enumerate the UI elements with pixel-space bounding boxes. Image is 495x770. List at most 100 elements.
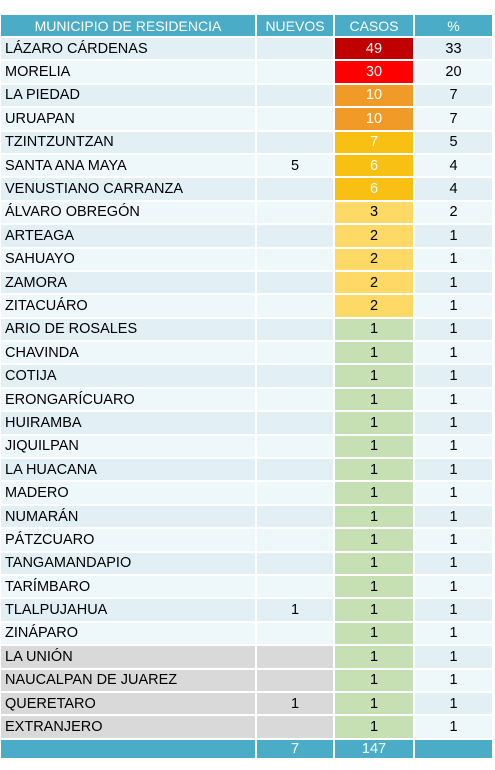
table-header: MUNICIPIO DE RESIDENCIA NUEVOS CASOS %: [1, 15, 494, 38]
municipio-cell: NAUCALPAN DE JUAREZ: [1, 668, 257, 693]
table-row: ZINÁPARO 1 1: [1, 621, 494, 647]
casos-cell: 2: [334, 294, 415, 319]
municipio-cell: QUERETARO: [1, 691, 257, 717]
casos-cell: 2: [334, 270, 415, 296]
table-row: LA UNIÓN 1 1: [1, 645, 494, 670]
cases-table: MUNICIPIO DE RESIDENCIA NUEVOS CASOS % L…: [1, 15, 494, 760]
casos-cell: 10: [334, 107, 415, 132]
casos-cell: 10: [334, 83, 415, 109]
pct-cell: 1: [414, 551, 494, 577]
municipio-cell: SANTA ANA MAYA: [1, 153, 257, 179]
municipio-cell: URUAPAN: [1, 107, 257, 132]
nuevos-cell: [256, 434, 335, 460]
municipio-cell: TARÍMBARO: [1, 574, 257, 600]
casos-cell: 6: [334, 153, 415, 179]
table-row: ÁLVARO OBREGÓN 3 2: [1, 200, 494, 226]
table-row: LÁZARO CÁRDENAS 49 33: [1, 37, 494, 62]
casos-cell: 1: [334, 434, 415, 460]
pct-cell: 1: [414, 364, 494, 389]
header-pct: %: [414, 15, 494, 38]
casos-cell: 1: [334, 528, 415, 553]
municipio-cell: TLALPUJAHUA: [1, 598, 257, 623]
pct-cell: 1: [414, 645, 494, 670]
municipio-cell: VENUSTIANO CARRANZA: [1, 177, 257, 202]
pct-cell: 1: [414, 621, 494, 647]
header-nuevos: NUEVOS: [256, 15, 335, 38]
casos-cell: 1: [334, 481, 415, 506]
table-row: EXTRANJERO 1 1: [1, 715, 494, 740]
casos-cell: 1: [334, 387, 415, 413]
pct-cell: 33: [414, 37, 494, 62]
municipio-cell: ZINÁPARO: [1, 621, 257, 647]
nuevos-cell: [256, 645, 335, 670]
municipio-cell: ERONGARÍCUARO: [1, 387, 257, 413]
table-row: COTIJA 1 1: [1, 364, 494, 389]
casos-cell: 1: [334, 504, 415, 530]
table-row: LA HUACANA 1 1: [1, 458, 494, 483]
pct-cell: 7: [414, 83, 494, 109]
nuevos-cell: [256, 715, 335, 740]
nuevos-cell: [256, 130, 335, 155]
table-row: MADERO 1 1: [1, 481, 494, 506]
municipio-cell: LÁZARO CÁRDENAS: [1, 37, 257, 62]
table-row: SAHUAYO 2 1: [1, 247, 494, 272]
table-row: MORELIA 30 20: [1, 60, 494, 85]
total-pct: [414, 738, 494, 760]
pct-cell: 5: [414, 130, 494, 155]
pct-cell: 20: [414, 60, 494, 85]
nuevos-cell: [256, 341, 335, 366]
total-casos: 147: [334, 738, 415, 760]
nuevos-cell: [256, 224, 335, 249]
casos-cell: 2: [334, 224, 415, 249]
table-row: TZINTZUNTZAN 7 5: [1, 130, 494, 155]
casos-cell: 1: [334, 691, 415, 717]
header-casos: CASOS: [334, 15, 415, 38]
nuevos-cell: [256, 411, 335, 436]
municipio-cell: ZAMORA: [1, 270, 257, 296]
casos-cell: 1: [334, 668, 415, 693]
nuevos-cell: [256, 200, 335, 226]
pct-cell: 1: [414, 458, 494, 483]
nuevos-cell: [256, 177, 335, 202]
municipio-cell: NUMARÁN: [1, 504, 257, 530]
municipio-cell: LA UNIÓN: [1, 645, 257, 670]
nuevos-cell: [256, 387, 335, 413]
nuevos-cell: [256, 317, 335, 343]
nuevos-cell: [256, 504, 335, 530]
pct-cell: 1: [414, 294, 494, 319]
pct-cell: 1: [414, 598, 494, 623]
municipio-cell: TZINTZUNTZAN: [1, 130, 257, 155]
nuevos-cell: [256, 551, 335, 577]
table-row: ZITACUÁRO 2 1: [1, 294, 494, 319]
casos-cell: 1: [334, 551, 415, 577]
municipio-cell: TANGAMANDAPIO: [1, 551, 257, 577]
municipio-cell: MADERO: [1, 481, 257, 506]
pct-cell: 7: [414, 107, 494, 132]
nuevos-cell: [256, 364, 335, 389]
nuevos-cell: [256, 668, 335, 693]
municipio-cell: JIQUILPAN: [1, 434, 257, 460]
pct-cell: 1: [414, 668, 494, 693]
nuevos-cell: 1: [256, 598, 335, 623]
table-row: NUMARÁN 1 1: [1, 504, 494, 530]
table-row: ERONGARÍCUARO 1 1: [1, 387, 494, 413]
nuevos-cell: [256, 37, 335, 62]
pct-cell: 1: [414, 715, 494, 740]
table-row: TANGAMANDAPIO 1 1: [1, 551, 494, 577]
nuevos-cell: [256, 481, 335, 506]
casos-cell: 1: [334, 645, 415, 670]
table-footer: 7 147: [1, 738, 494, 760]
casos-cell: 1: [334, 411, 415, 436]
casos-cell: 2: [334, 247, 415, 272]
casos-cell: 49: [334, 37, 415, 62]
municipio-cell: PÁTZCUARO: [1, 528, 257, 553]
municipio-cell: ARIO DE ROSALES: [1, 317, 257, 343]
nuevos-cell: 1: [256, 691, 335, 717]
pct-cell: 1: [414, 341, 494, 366]
table-row: JIQUILPAN 1 1: [1, 434, 494, 460]
table-row: TLALPUJAHUA 1 1 1: [1, 598, 494, 623]
pct-cell: 2: [414, 200, 494, 226]
municipio-cell: ARTEAGA: [1, 224, 257, 249]
table-row: HUIRAMBA 1 1: [1, 411, 494, 436]
nuevos-cell: 5: [256, 153, 335, 179]
